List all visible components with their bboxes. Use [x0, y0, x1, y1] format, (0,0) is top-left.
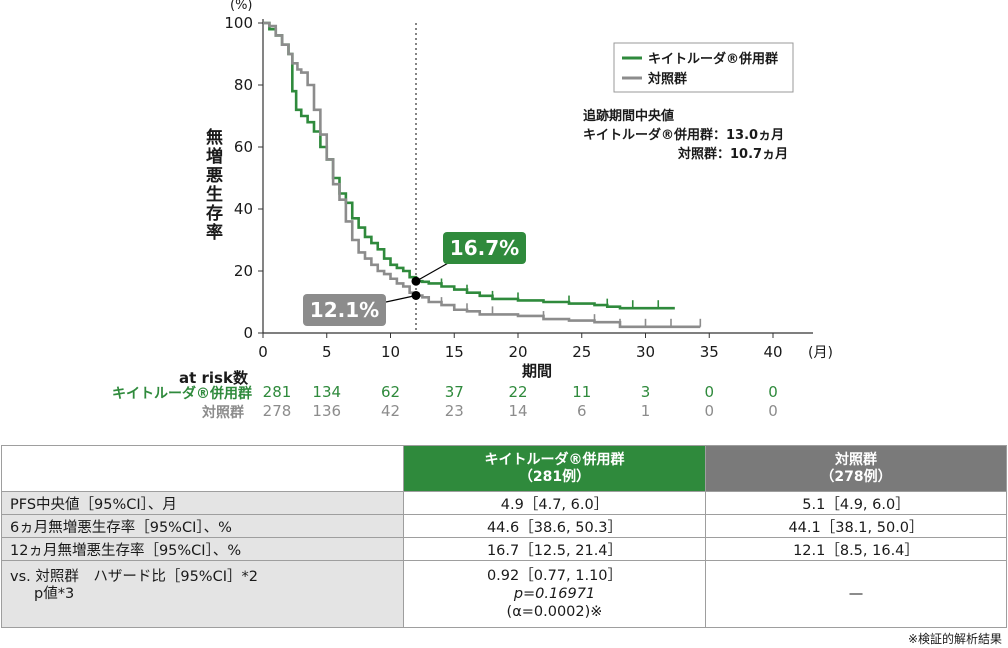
footnote: ※検証的解析結果: [907, 632, 1002, 646]
at-risk-value: 22: [508, 383, 528, 401]
row-label: 6ヵ月無増悪生存率［95%CI］、%: [1, 514, 404, 538]
hazard-ratio-label: vs. 対照群 ハザード比［95%CI］*2: [10, 569, 258, 585]
x-tick-label: 40: [763, 343, 782, 361]
chart-axes: 0 5 10 15 20 25 30 35 40 0 20 40 60 80 100: [224, 14, 813, 361]
callout-box: [303, 294, 386, 326]
header-pembro-name: キイトルーダ®併用群: [484, 451, 625, 468]
at-risk-value: 278: [262, 402, 292, 420]
x-tick-label: 5: [322, 343, 332, 361]
at-risk-value: 37: [444, 383, 464, 401]
p-value-label: p値*3: [34, 586, 75, 602]
y-tick-label: 100: [224, 14, 253, 32]
header-control-n: （278例）: [820, 468, 892, 485]
cell-control: 44.1［38.1, 50.0］: [705, 514, 1007, 538]
table-row: PFS中央値［95%CI］、月 4.9［4.7, 6.0］ 5.1［4.9, 6…: [1, 491, 1007, 515]
at-risk-value: 3: [640, 383, 651, 401]
y-axis-title: 無増悪生存率: [202, 127, 223, 242]
at-risk-label: キイトルーダ®併用群: [112, 386, 252, 402]
header-control: 対照群 （278例）: [705, 445, 1007, 492]
cell-pembro: 16.7［12.5, 21.4］: [403, 537, 706, 561]
x-tick-label: 0: [258, 343, 268, 361]
at-risk-value: 0: [768, 402, 778, 420]
cell-control: 12.1［8.5, 16.4］: [705, 537, 1007, 561]
cell-pembro: 4.9［4.7, 6.0］: [403, 491, 706, 515]
y-tick-label: 20: [234, 262, 253, 280]
x-unit-label: (月): [808, 345, 833, 361]
at-risk-value: 0: [704, 383, 715, 401]
at-risk-value: 11: [572, 383, 592, 401]
y-tick-label: 60: [234, 138, 253, 156]
at-risk-title-row: at risk数: [0, 367, 1008, 387]
at-risk-value: 0: [768, 383, 778, 401]
row-label: PFS中央値［95%CI］、月: [1, 491, 404, 515]
cell-control: 5.1［4.9, 6.0］: [705, 491, 1007, 515]
legend-pembro: キイトルーダ®併用群: [648, 51, 778, 67]
at-risk-row-pembro: キイトルーダ®併用群 281 134 62 37 22 11 3 0 0: [0, 383, 1008, 402]
callout-box: [443, 232, 526, 264]
at-risk-value: 62: [380, 383, 401, 401]
pfs-summary-table: キイトルーダ®併用群 （281例） 対照群 （278例） PFS中央値［95%C…: [1, 445, 1007, 628]
median-note-pembro: キイトルーダ®併用群：13.0ヵ月: [583, 127, 784, 143]
median-note-title: 追跡期間中央値: [583, 108, 674, 124]
at-risk-value: 1: [640, 402, 651, 420]
p-value: p=0.16971: [513, 586, 596, 602]
cell-pembro: 44.6［38.6, 50.3］: [403, 514, 706, 538]
comparison-control: —: [705, 560, 1007, 628]
header-blank: [1, 445, 404, 492]
at-risk-title: at risk数: [179, 369, 248, 387]
header-control-name: 対照群: [835, 451, 877, 468]
at-risk-value: 42: [380, 402, 401, 420]
at-risk-value: 6: [576, 402, 587, 420]
at-risk-value: 136: [312, 402, 342, 420]
at-risk-value: 23: [444, 402, 464, 420]
y-unit-label: (%): [230, 0, 253, 13]
alpha-value: (α=0.0002)※: [506, 604, 603, 620]
callout-value: 16.7%: [450, 236, 519, 260]
hazard-ratio-value: 0.92［0.77, 1.10］: [486, 568, 623, 584]
table-row: 12ヵ月無増悪生存率［95%CI］、% 16.7［12.5, 21.4］ 12.…: [1, 537, 1007, 561]
at-risk-value: 281: [262, 383, 292, 401]
x-axis-title: 期間: [522, 362, 552, 380]
y-tick-label: 0: [243, 324, 253, 342]
x-tick-label: 30: [636, 343, 655, 361]
median-followup-note: 追跡期間中央値 キイトルーダ®併用群：13.0ヵ月 対照群：10.7ヵ月: [583, 108, 788, 162]
comparison-label: vs. 対照群 ハザード比［95%CI］*2 p値*3: [1, 560, 404, 628]
y-tick-label: 40: [234, 200, 253, 218]
table-row: 6ヵ月無増悪生存率［95%CI］、% 44.6［38.6, 50.3］ 44.1…: [1, 514, 1007, 538]
y-tick-label: 80: [234, 76, 253, 94]
at-risk-value: 0: [704, 402, 715, 420]
row-label: 12ヵ月無増悪生存率［95%CI］、%: [1, 537, 404, 561]
header-pembro-n: （281例）: [518, 468, 591, 485]
table-header-row: キイトルーダ®併用群 （281例） 対照群 （278例）: [1, 445, 1007, 492]
at-risk-value: 134: [312, 383, 342, 401]
survival-curve-pembro: [263, 21, 675, 310]
legend-control: 対照群: [647, 71, 687, 87]
chart-legend: キイトルーダ®併用群 対照群: [613, 42, 794, 93]
x-tick-label: 20: [508, 343, 527, 361]
x-tick-label: 35: [700, 343, 719, 361]
comparison-pembro: 0.92［0.77, 1.10］ p=0.16971 (α=0.0002)※: [403, 560, 706, 628]
x-tick-label: 10: [381, 343, 400, 361]
callout-value: 12.1%: [310, 298, 379, 322]
at-risk-label: 対照群: [202, 405, 244, 421]
x-tick-label: 15: [445, 343, 464, 361]
callout-leader: [415, 261, 451, 282]
callout-leader: [385, 294, 417, 303]
header-pembro: キイトルーダ®併用群 （281例）: [403, 445, 706, 492]
at-risk-value: 14: [508, 402, 528, 420]
table-row-comparison: vs. 対照群 ハザード比［95%CI］*2 p値*3 0.92［0.77, 1…: [1, 560, 1007, 628]
median-note-control: 対照群：10.7ヵ月: [677, 146, 788, 162]
at-risk-row-control: 対照群 278 136 42 23 14 6 1 0 0: [0, 402, 1008, 421]
x-tick-label: 25: [572, 343, 591, 361]
